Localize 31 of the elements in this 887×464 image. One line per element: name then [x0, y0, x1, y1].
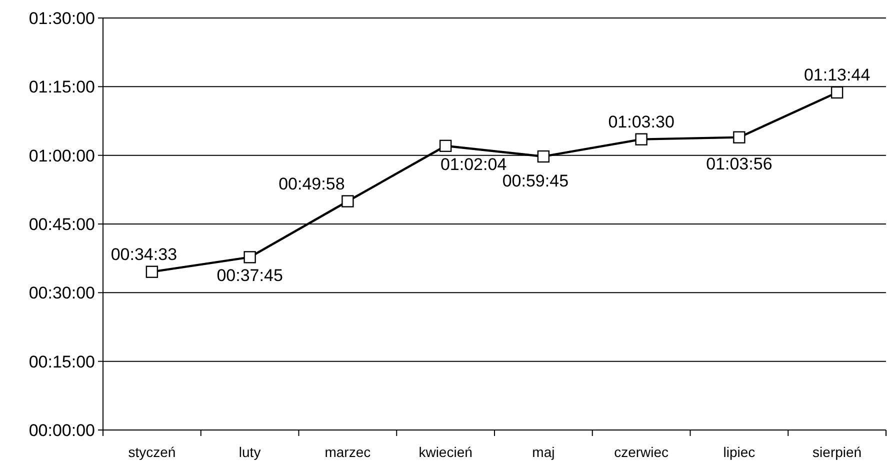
x-tick-label: luty: [238, 444, 261, 460]
point: [439, 140, 452, 152]
x-tick-label: styczeń: [128, 444, 176, 460]
point: [830, 86, 844, 99]
y-tick-label: 01:30:00: [28, 8, 95, 28]
y-tick-label: 01:00:00: [28, 146, 95, 166]
point: [635, 133, 648, 146]
x-tick-label: czerwiec: [614, 444, 669, 460]
y-tick-label: 00:00:00: [28, 420, 95, 440]
data-label: 00:34:33: [110, 244, 178, 264]
x-tick-label: marzec: [324, 444, 371, 460]
y-tick-label: 00:45:00: [28, 214, 95, 234]
x-tick-label: sierpień: [812, 444, 862, 460]
data-label: 00:37:45: [216, 266, 283, 286]
x-tick-label: kwiecień: [418, 444, 472, 460]
y-tick-label: 00:30:00: [28, 284, 95, 303]
data-label: 01:03:30: [608, 112, 674, 132]
x-tick-label: lipiec: [723, 444, 756, 460]
data-label: 01:13:44: [804, 65, 870, 84]
data-label: 01:02:04: [440, 154, 507, 174]
y-tick-label: 01:15:00: [28, 78, 95, 97]
point: [537, 150, 550, 163]
x-tick-label: maj: [532, 444, 555, 460]
data-label: 01:03:56: [706, 154, 772, 174]
point: [733, 131, 746, 144]
point: [244, 251, 256, 264]
data-label: 00:49:58: [278, 174, 345, 194]
data-label: 00:59:45: [502, 171, 569, 190]
point: [146, 266, 158, 278]
point: [342, 195, 354, 208]
y-tick-label: 00:15:00: [28, 352, 95, 372]
